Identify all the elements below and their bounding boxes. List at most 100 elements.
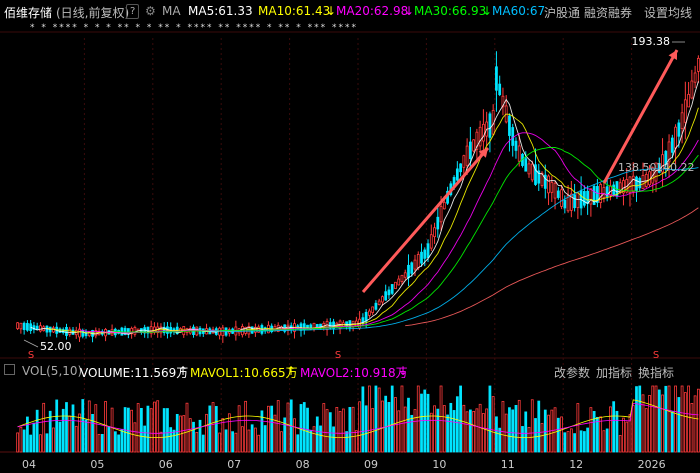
volume-bar bbox=[302, 402, 306, 453]
candle-body bbox=[514, 140, 518, 151]
vol-label[interactable]: VOL(5,10) bbox=[22, 364, 83, 378]
volume-bar bbox=[91, 413, 94, 453]
volume-bar bbox=[384, 395, 388, 453]
volume-bar bbox=[455, 396, 459, 453]
help-button[interactable]: ? bbox=[126, 4, 140, 19]
volume-bar bbox=[657, 389, 661, 453]
gear-icon[interactable]: ⚙ bbox=[145, 4, 156, 18]
volume-bar bbox=[429, 412, 433, 453]
candle-body bbox=[635, 176, 638, 191]
volume-bar bbox=[74, 425, 78, 453]
volume-bar bbox=[260, 410, 264, 453]
volume-bar bbox=[338, 411, 342, 453]
signal-marker-2: S bbox=[335, 350, 341, 361]
tool-add-indicator[interactable]: 加指标 bbox=[596, 366, 633, 380]
volume-bar bbox=[214, 406, 218, 453]
volume-bar bbox=[78, 413, 81, 453]
volume-bars bbox=[16, 385, 700, 453]
candle-body bbox=[429, 234, 433, 249]
volume-bar bbox=[491, 396, 495, 453]
volume-bar bbox=[514, 404, 518, 453]
volume-bar bbox=[286, 402, 290, 453]
candle-body bbox=[537, 170, 541, 184]
volume-bar bbox=[208, 405, 212, 453]
volume-bar bbox=[16, 432, 20, 453]
ma20-value: MA20:62.98 bbox=[336, 4, 409, 18]
candle-body bbox=[81, 330, 85, 337]
candle-body bbox=[420, 251, 423, 264]
candle-body bbox=[482, 123, 485, 142]
volume-bar bbox=[508, 407, 511, 453]
volume-bar bbox=[374, 385, 378, 453]
candle-body bbox=[495, 66, 498, 91]
volume-bar bbox=[270, 405, 274, 453]
low-price-pointer bbox=[23, 339, 39, 348]
volume-bar bbox=[117, 434, 120, 453]
tool-shgt[interactable]: 沪股通 bbox=[544, 6, 581, 20]
volume-bar bbox=[42, 402, 46, 453]
candle-body bbox=[368, 310, 371, 316]
ma5-line bbox=[30, 81, 699, 335]
volume-bar bbox=[140, 407, 143, 453]
stock-name[interactable]: 佰维存储 bbox=[4, 6, 53, 20]
volume-bar bbox=[631, 405, 635, 453]
candle-body bbox=[677, 122, 681, 137]
volume-bar bbox=[433, 405, 436, 453]
tool-ma-settings[interactable]: 设置均线 bbox=[644, 6, 693, 20]
volume-bar bbox=[65, 402, 68, 453]
box-icon[interactable] bbox=[4, 364, 15, 375]
volume-bar bbox=[55, 399, 59, 453]
volume-bar bbox=[687, 385, 690, 453]
candle-body bbox=[68, 328, 72, 335]
mavol1-arrow: ↑ bbox=[286, 364, 297, 378]
volume-bar bbox=[94, 404, 98, 453]
x-tick-11: 11 bbox=[501, 458, 515, 471]
volume-bar bbox=[596, 416, 599, 453]
tool-margin[interactable]: 融资融券 bbox=[584, 6, 633, 20]
x-tick-08: 08 bbox=[296, 458, 310, 471]
volume-bar bbox=[566, 431, 570, 453]
volume-bar bbox=[110, 407, 114, 453]
tool-params[interactable]: 改参数 bbox=[554, 366, 591, 380]
trend-arrow-2-head bbox=[668, 50, 677, 60]
volume-bar bbox=[237, 405, 241, 453]
ma60-value: MA60:67 bbox=[492, 4, 546, 18]
candle-body bbox=[576, 192, 580, 208]
volume-bar bbox=[628, 414, 632, 453]
volume-bar bbox=[449, 402, 453, 453]
candle-body bbox=[550, 182, 554, 193]
volume-bar bbox=[560, 416, 563, 453]
volume-bar bbox=[677, 397, 681, 453]
candle-body bbox=[478, 126, 482, 147]
candle-body bbox=[377, 300, 381, 305]
volume-bar bbox=[35, 409, 39, 453]
ma-label[interactable]: MA bbox=[162, 4, 181, 18]
x-tick-12: 12 bbox=[569, 458, 583, 471]
volume-bar bbox=[221, 418, 225, 453]
volume-bar bbox=[240, 426, 244, 453]
candle-body bbox=[501, 95, 505, 108]
tool-switch-indicator[interactable]: 换指标 bbox=[638, 366, 675, 380]
volume-arrow: ↑ bbox=[178, 364, 189, 378]
candle-body bbox=[468, 141, 472, 160]
volume-bar bbox=[644, 408, 648, 453]
volume-bar bbox=[71, 404, 75, 453]
candle-body bbox=[596, 186, 599, 203]
volume-bar bbox=[211, 402, 215, 453]
candle-body bbox=[413, 259, 417, 270]
volume-bar bbox=[569, 428, 573, 453]
candle-body bbox=[475, 131, 479, 150]
volume-bar bbox=[407, 397, 410, 453]
ma5-value: MA5:61.33 bbox=[188, 4, 253, 18]
candle-body bbox=[22, 322, 26, 331]
candle-body bbox=[84, 331, 88, 337]
candle-body bbox=[381, 296, 384, 303]
volume-bar bbox=[462, 404, 466, 453]
ma30-arrow: ↓ bbox=[482, 4, 493, 18]
volume-bar bbox=[273, 414, 277, 453]
trend-arrow-1 bbox=[361, 147, 490, 293]
volume-bar bbox=[381, 400, 384, 453]
volume-bar bbox=[39, 434, 42, 453]
candle-body bbox=[309, 324, 313, 329]
